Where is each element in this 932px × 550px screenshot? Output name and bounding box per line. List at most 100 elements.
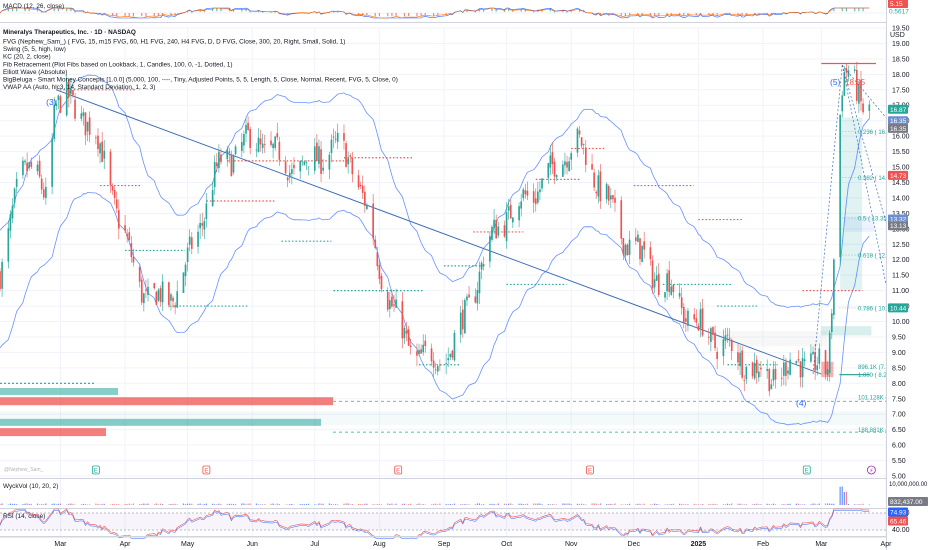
time-tick-label: Nov [565,541,578,548]
rsi-badge-bg [888,516,908,526]
candle-body [24,160,26,163]
time-tick-label: Mar [54,541,67,548]
macd-histogram-bar [387,13,389,17]
macd-histogram-bar [524,9,526,12]
wyckvol-bar [372,504,374,505]
candle-body [80,113,83,119]
wyckvol-bar [453,503,456,505]
candle-body [847,70,850,77]
candle-body [439,364,441,366]
chart-labels: (3) (4) (5) 18.35 896.1K (7.7%) 101.128K (1%)… [4,77,903,475]
wyckvol-bar [70,503,72,505]
macd-histogram-bar [203,9,205,13]
candle-body [184,264,187,277]
candle-body [401,301,404,339]
candle-body [405,330,408,334]
candle-body [230,154,233,177]
candle-body [664,292,666,298]
wyckvol-bar [24,503,26,505]
price-tick-label: 13.50 [892,211,910,218]
macd-histogram-bar [570,10,572,13]
wyckvol-bar [726,503,729,505]
candle-body [303,161,306,165]
fib-label: 1.000 ( 8.28) [858,373,892,379]
macd-histogram-bar [357,13,360,15]
time-tick-label: Jul [310,541,319,548]
volume-profile-band [0,411,886,426]
candle-body [591,164,593,170]
candle-body [359,184,362,187]
wyckvol-bar [464,504,466,505]
candle-body [685,318,687,322]
macd-histogram-bar [366,13,368,16]
candle-body [593,172,595,188]
keltner-lower [0,192,870,426]
wyckvol-bar [214,504,216,505]
wyckvol-bar [466,504,468,505]
wyckvol-bar [595,503,597,505]
macd-histogram-bar [262,11,264,13]
candle-body [584,147,587,165]
wyckvol-bar [332,504,335,505]
wyckvol-bar [176,504,178,505]
candle-body [201,223,204,226]
price-tick-label: 6.00 [892,443,906,450]
wyckvol-bar [681,503,683,505]
price-axis[interactable]: USD19.5019.0018.5018.0017.5017.0016.5016… [886,0,932,550]
wyckvol-bar [303,504,305,505]
time-tick-label: May [181,541,195,548]
macd-histogram-bar [858,8,860,12]
macd-histogram-bar [66,8,68,12]
macd-histogram-bar [337,11,339,13]
wyckvol-bar [845,491,847,505]
wyckvol-bar [395,503,397,505]
candle-body [245,124,247,134]
wyckvol-bar [566,503,568,505]
wyckvol-bar [656,504,658,505]
wyckvol-bar [653,503,656,505]
candle-body [157,289,160,301]
candle-body [170,294,172,301]
candle-body [186,247,189,263]
candle-body [787,370,789,374]
keltner-bands [0,74,870,426]
macd-histogram-bar [666,13,668,15]
time-axis[interactable]: Mar Apr May Jun Jul Aug Sep Oct Nov Dec 2025 Feb Mar… [0,536,892,548]
wyckvol-bar [416,504,418,505]
wyckvol-bar [651,504,654,505]
candle-body [461,309,464,330]
wyckvol-bar [729,503,731,505]
candle-body [228,151,231,153]
time-tick-label: Dec [628,541,641,548]
price-tick-label: 8.50 [892,365,906,372]
candle-body [830,313,833,332]
zones-layer [717,117,875,378]
candle-body [436,366,439,372]
candle-body [263,144,266,146]
candle-body [614,197,616,203]
wyckvol-bar [585,504,587,505]
macd-histogram-bar [124,13,126,17]
candle-body [768,368,771,392]
macd-histogram-bar [220,8,222,12]
wyckvol-bar [147,503,149,505]
macd-histogram-bar [111,13,114,16]
wyckvol-bar [357,503,360,505]
macd-histogram-bar [74,10,76,13]
wyckvol-label: WyckVol (10, 20, 2) [3,483,58,490]
macd-histogram-bar [153,13,155,17]
candle-body [140,279,143,303]
volume-profile-bar [0,387,118,395]
candle-body [695,318,698,323]
wyckvol-bar [30,503,32,505]
candle-body [316,142,318,162]
candle-body [532,191,535,203]
wyckvol-bar [476,503,478,505]
candle-body [211,189,214,206]
candle-body [555,175,558,178]
wyckvol-bar [460,504,462,505]
candle-body [363,191,366,206]
wyckvol-bar [854,504,856,505]
candle-body [522,189,525,199]
